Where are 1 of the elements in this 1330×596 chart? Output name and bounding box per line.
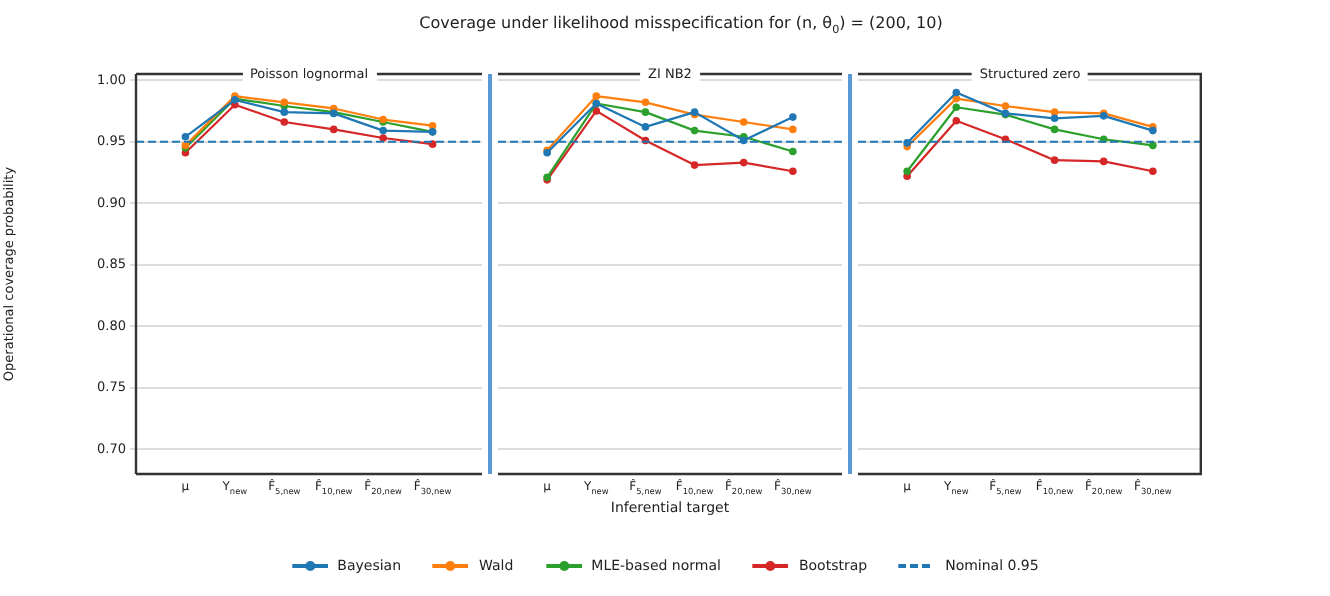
text: Coverage under likelihood misspecification for (n, θ$_{0}$) = (200, 10) — [419, 14, 943, 38]
